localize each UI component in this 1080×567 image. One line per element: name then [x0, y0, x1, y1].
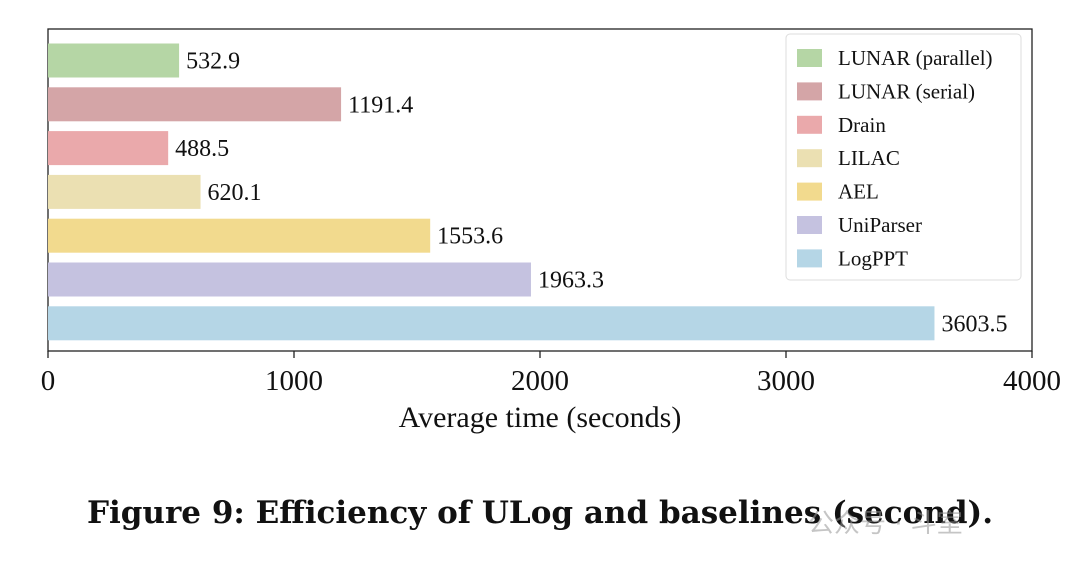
bar-chart: 532.91191.4488.5620.11553.61963.33603.5 …: [41, 28, 1061, 434]
legend-label-uniparser: UniParser: [838, 213, 922, 237]
x-axis-label: Average time (seconds): [399, 401, 682, 434]
legend-label-lilac: LILAC: [838, 146, 900, 170]
legend-label-drain: Drain: [838, 113, 886, 137]
x-tick-label: 4000: [1003, 365, 1061, 397]
bar-value-label: 1963.3: [538, 268, 604, 294]
legend-swatch-logppt: [797, 249, 822, 268]
legend-frame: [785, 33, 1022, 281]
legend-swatch-lunar-serial: [797, 82, 822, 101]
x-tick-label: 3000: [757, 365, 815, 397]
bar-value-label: 1191.4: [348, 92, 413, 118]
bar-value-label: 1553.6: [437, 224, 503, 250]
bar-value-label: 3603.5: [941, 311, 1007, 337]
legend-swatch-ael: [797, 182, 822, 201]
legend-label-lunar-parallel: LUNAR (parallel): [838, 46, 993, 70]
watermark-text: 公众号 · 斗室: [808, 509, 963, 539]
legend-swatch-uniparser: [797, 216, 822, 234]
bar-ael: [48, 218, 431, 253]
legend-swatch-drain: [797, 115, 822, 134]
x-tick-label: 1000: [265, 365, 323, 397]
bar-value-label: 488.5: [175, 136, 229, 162]
bar-value-label: 620.1: [208, 180, 262, 206]
legend-label-lunar-serial: LUNAR (serial): [838, 79, 975, 103]
bar-lunar-serial: [48, 87, 342, 122]
legend-swatch-lilac: [797, 149, 822, 168]
x-tick-label: 2000: [511, 365, 569, 397]
x-axis-ticks: 0 1000 2000 3000 4000: [41, 351, 1061, 397]
bar-value-label: 532.9: [186, 49, 240, 75]
bars-group: 532.9 1191.4 488.5 620.1 1553.6 1963.3 3603.5: [48, 43, 1007, 341]
bar-lunar-parallel: [48, 43, 180, 78]
bar-uniparser: [48, 262, 531, 297]
legend-label-ael: AEL: [838, 180, 879, 204]
legend-label-logppt: LogPPT: [838, 246, 908, 270]
figure-caption: Figure 9: Efficiency of ULog and baselin…: [86, 495, 994, 531]
bar-lilac: [48, 174, 201, 209]
x-tick-label: 0: [41, 365, 56, 397]
bar-drain: [48, 131, 169, 166]
legend-swatch-lunar-parallel: [797, 49, 822, 67]
bar-logppt: [48, 306, 935, 341]
legend: LUNAR (parallel) LUNAR (serial) Drain LILAC…: [785, 33, 1022, 281]
